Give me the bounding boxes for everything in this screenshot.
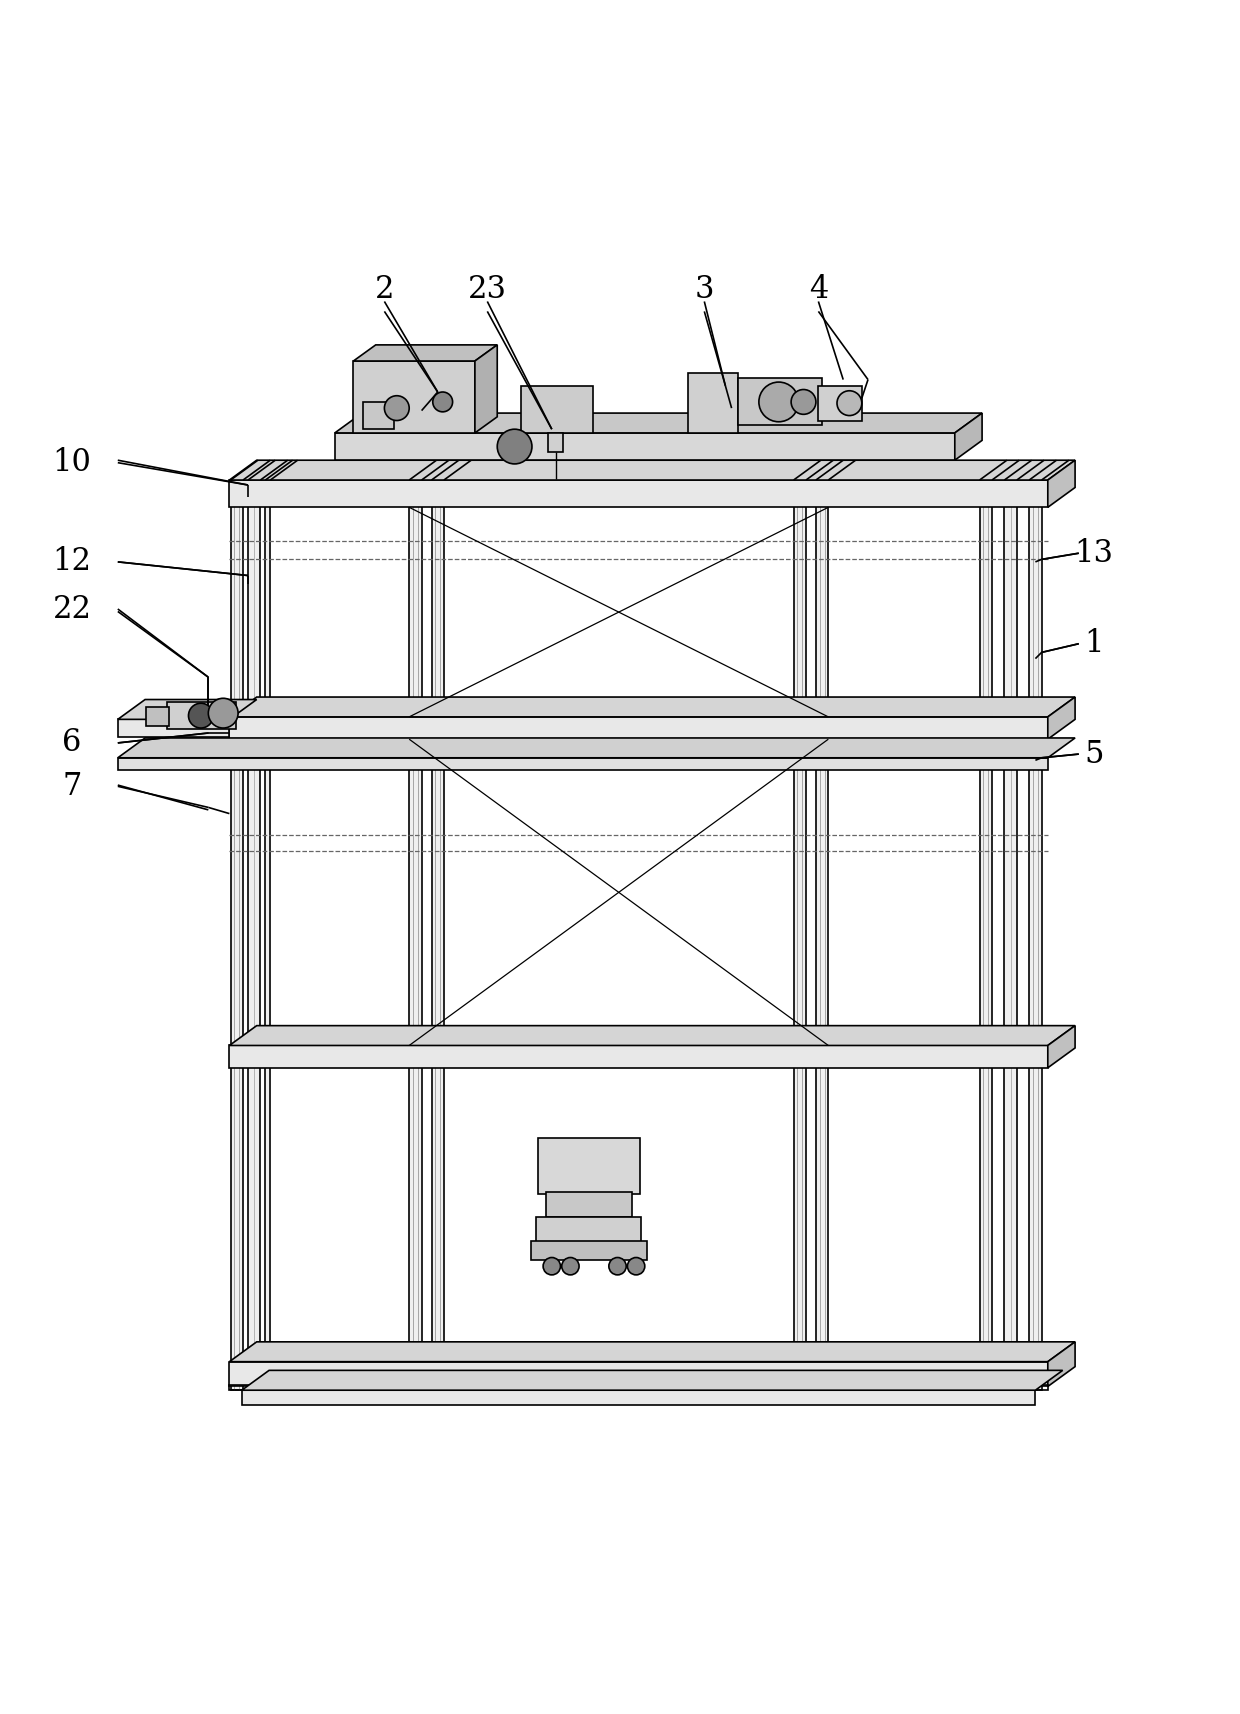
Circle shape (543, 1258, 560, 1275)
Polygon shape (118, 739, 1075, 758)
Circle shape (609, 1258, 626, 1275)
Circle shape (384, 396, 409, 420)
Circle shape (433, 393, 453, 411)
Bar (229, 1046, 1048, 1068)
Polygon shape (475, 345, 497, 434)
Text: 10: 10 (52, 447, 92, 478)
Bar (229, 1385, 1048, 1390)
Polygon shape (242, 1371, 1063, 1390)
Circle shape (188, 703, 213, 728)
Polygon shape (1048, 698, 1075, 739)
Text: 7: 7 (62, 771, 82, 802)
Bar (242, 1390, 1035, 1405)
Polygon shape (955, 413, 982, 459)
Polygon shape (229, 1025, 1075, 1046)
Polygon shape (1048, 459, 1075, 507)
Polygon shape (1048, 1342, 1075, 1387)
Bar (1029, 480, 1042, 1390)
Bar (536, 1217, 641, 1244)
Bar (1004, 480, 1017, 1390)
Bar (546, 1191, 632, 1217)
Bar (118, 720, 229, 737)
Circle shape (562, 1258, 579, 1275)
Bar (167, 703, 236, 728)
Bar (229, 1361, 1048, 1387)
Bar (818, 386, 862, 420)
Circle shape (791, 389, 816, 415)
Bar (229, 716, 1048, 739)
Text: 5: 5 (1084, 739, 1104, 770)
Bar (688, 374, 738, 434)
Circle shape (837, 391, 862, 415)
Bar (538, 1138, 640, 1195)
Bar (409, 480, 422, 1390)
Bar (229, 480, 1048, 507)
Text: 1: 1 (1084, 629, 1104, 660)
Polygon shape (229, 1342, 1075, 1361)
Polygon shape (229, 698, 1075, 716)
Bar (335, 434, 955, 459)
Bar (548, 434, 563, 451)
Bar (265, 480, 270, 1390)
Bar (118, 758, 1048, 770)
Bar (531, 1241, 647, 1260)
Polygon shape (335, 413, 982, 434)
Text: 23: 23 (467, 274, 507, 305)
Text: 3: 3 (694, 274, 714, 305)
Bar (816, 480, 828, 1390)
Polygon shape (353, 345, 497, 362)
Circle shape (208, 698, 238, 728)
Bar (231, 480, 243, 1390)
Circle shape (627, 1258, 645, 1275)
Bar (794, 480, 806, 1390)
Text: 13: 13 (1074, 538, 1114, 569)
Polygon shape (1048, 1025, 1075, 1068)
Bar (146, 706, 169, 725)
Text: 4: 4 (808, 274, 828, 305)
Polygon shape (229, 459, 1075, 480)
Text: 12: 12 (52, 547, 92, 578)
Bar (353, 362, 475, 434)
Bar (248, 480, 260, 1390)
Bar (738, 379, 822, 425)
Bar (363, 401, 394, 428)
Text: 6: 6 (62, 727, 82, 758)
Bar (980, 480, 992, 1390)
Bar (521, 386, 593, 434)
Circle shape (759, 382, 799, 422)
Circle shape (497, 428, 532, 464)
Text: 22: 22 (52, 593, 92, 624)
Bar (432, 480, 444, 1390)
Polygon shape (118, 699, 257, 720)
Text: 2: 2 (374, 274, 394, 305)
